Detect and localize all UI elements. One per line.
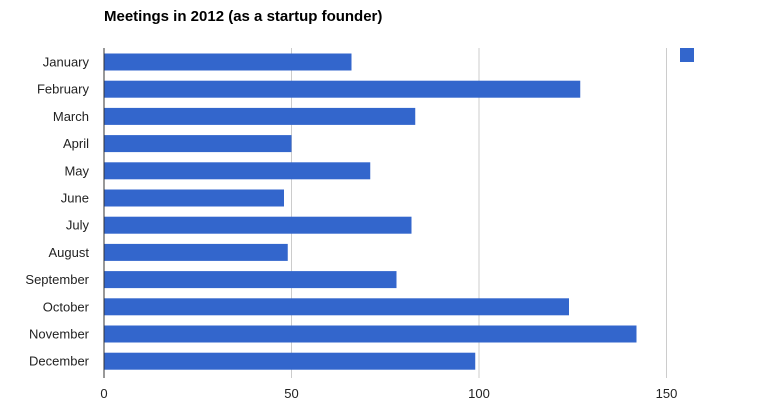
bar-december (104, 352, 476, 370)
bar-march (104, 107, 416, 125)
category-label: September (25, 272, 89, 287)
category-label: May (64, 163, 89, 178)
category-label: August (49, 245, 90, 260)
category-label: March (53, 109, 89, 124)
category-label: April (63, 136, 89, 151)
x-tick-label: 50 (284, 386, 298, 401)
category-label: June (61, 191, 89, 206)
category-label: November (29, 327, 90, 342)
bar-august (104, 243, 288, 261)
x-tick-label: 150 (656, 386, 678, 401)
x-tick-label: 0 (100, 386, 107, 401)
bars (104, 53, 637, 370)
bar-september (104, 271, 397, 289)
bar-october (104, 298, 569, 316)
bar-february (104, 80, 581, 98)
bar-november (104, 325, 637, 343)
category-label: July (66, 218, 90, 233)
grid-lines (291, 48, 667, 378)
bar-january (104, 53, 352, 71)
bar-june (104, 189, 284, 207)
legend (680, 48, 694, 62)
bar-april (104, 135, 292, 153)
category-labels: January February March April May June July Augu… (25, 55, 89, 369)
category-label: February (37, 82, 90, 97)
category-label: October (43, 299, 90, 314)
chart-title: Meetings in 2012 (as a startup founder) (104, 8, 383, 25)
category-label: January (43, 55, 90, 70)
legend-swatch (680, 48, 694, 62)
bar-may (104, 162, 371, 180)
x-tick-label: 100 (468, 386, 490, 401)
category-label: December (29, 354, 90, 369)
x-tick-labels: 0 50 100 150 (100, 386, 677, 401)
bar-july (104, 216, 412, 234)
